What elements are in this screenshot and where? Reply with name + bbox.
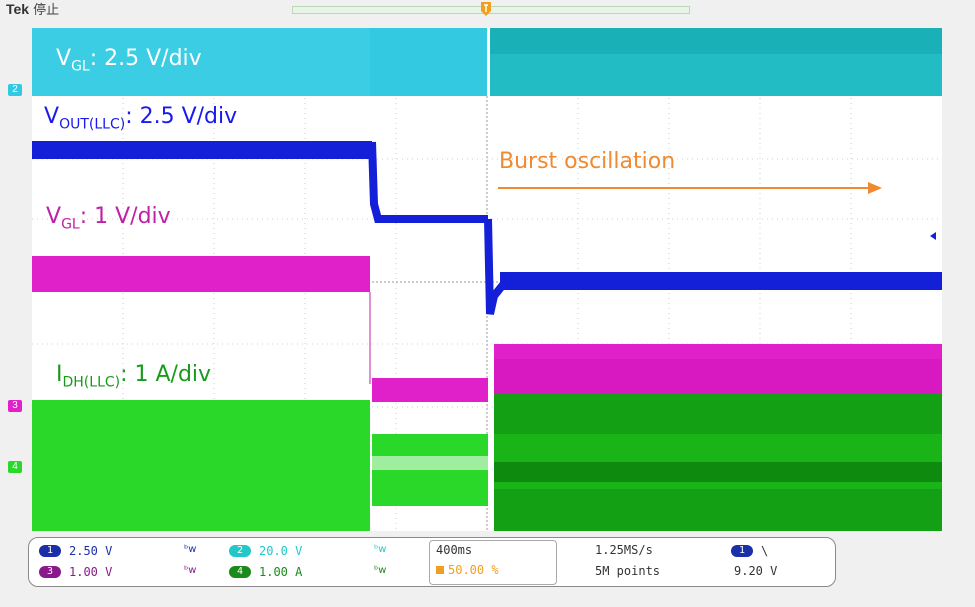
trigger-readout[interactable]: 1 \ bbox=[731, 543, 768, 558]
trigger-level: 9.20 V bbox=[734, 564, 778, 578]
trigger-position-marker[interactable] bbox=[478, 0, 494, 28]
burst-arrow-icon bbox=[498, 182, 882, 194]
vout-symbol: V bbox=[44, 104, 60, 129]
channel-2-scale: 20.0 V bbox=[259, 543, 303, 558]
channel-3-scale: 1.00 V bbox=[69, 564, 113, 579]
waveform-display[interactable] bbox=[10, 14, 942, 531]
idh-subscript: DH(LLC) bbox=[62, 374, 121, 391]
channel-2-ground-marker[interactable]: 2 bbox=[8, 84, 22, 96]
vgl-top-symbol: V bbox=[56, 46, 72, 71]
idh-text: : 1 A/div bbox=[120, 362, 212, 387]
vgl-top-subscript: GL bbox=[71, 58, 90, 75]
trigger-position-value: 50.00 % bbox=[448, 563, 499, 577]
trigger-source-badge[interactable]: 1 bbox=[731, 544, 753, 557]
acquisition-status: 停止 bbox=[33, 2, 60, 17]
channel-4-badge[interactable]: 4 bbox=[229, 565, 251, 578]
status-panel: 1 2.50 V 3 1.00 V ᵇw ᵇw 2 20.0 V 4 1.00 A ᵇw… bbox=[28, 537, 836, 587]
record-length: 5M points bbox=[595, 564, 661, 578]
vout-subscript: OUT(LLC) bbox=[59, 116, 126, 133]
brand-label: Tek 停止 bbox=[6, 0, 59, 18]
channel-3-ground-marker[interactable]: 3 bbox=[8, 400, 22, 412]
idh-symbol: I bbox=[56, 362, 63, 387]
brand-name: Tek bbox=[6, 1, 30, 17]
vout-text: : 2.5 V/div bbox=[125, 104, 238, 129]
vgl-top-text: : 2.5 V/div bbox=[89, 46, 202, 71]
vgl-top-annotation: VGL: 2.5 V/div bbox=[56, 46, 202, 74]
channel-2-badge[interactable]: 2 bbox=[229, 544, 251, 557]
channel-2-readout[interactable]: 2 20.0 V bbox=[229, 543, 302, 558]
channel-4-bandwidth-icon: ᵇw bbox=[374, 565, 387, 576]
trigger-position-readout: 50.00 % bbox=[436, 563, 499, 577]
channel-1-readout[interactable]: 1 2.50 V bbox=[39, 543, 112, 558]
channel-1-scale: 2.50 V bbox=[69, 543, 113, 558]
channel-3-readout[interactable]: 3 1.00 V bbox=[39, 564, 112, 579]
vgl-mid-annotation: VGL: 1 V/div bbox=[46, 204, 171, 232]
channel-2-bandwidth-icon: ᵇw bbox=[374, 544, 387, 555]
top-bar: Tek 停止 bbox=[0, 0, 975, 18]
vgl-mid-symbol: V bbox=[46, 204, 62, 229]
idh-annotation: IDH(LLC): 1 A/div bbox=[56, 362, 211, 390]
vgl-mid-subscript: GL bbox=[61, 216, 80, 233]
channel-4-scale: 1.00 A bbox=[259, 564, 303, 579]
timebase-box[interactable]: 400ms 50.00 % bbox=[429, 540, 557, 585]
burst-oscillation-annotation: Burst oscillation bbox=[499, 149, 676, 174]
channel-4-ground-marker[interactable]: 4 bbox=[8, 461, 22, 473]
trigger-slope-icon: \ bbox=[761, 543, 769, 558]
channel-1-badge[interactable]: 1 bbox=[39, 544, 61, 557]
channel-1-bandwidth-icon: ᵇw bbox=[184, 544, 197, 555]
timebase-per-div: 400ms bbox=[436, 543, 473, 557]
vgl-mid-text: : 1 V/div bbox=[79, 204, 171, 229]
vout-annotation: VOUT(LLC): 2.5 V/div bbox=[44, 104, 237, 132]
trigger-position-icon bbox=[436, 566, 444, 574]
sample-rate: 1.25MS/s bbox=[595, 543, 653, 557]
channel-4-readout[interactable]: 4 1.00 A bbox=[229, 564, 302, 579]
channel-3-badge[interactable]: 3 bbox=[39, 565, 61, 578]
channel-3-bandwidth-icon: ᵇw bbox=[184, 565, 197, 576]
